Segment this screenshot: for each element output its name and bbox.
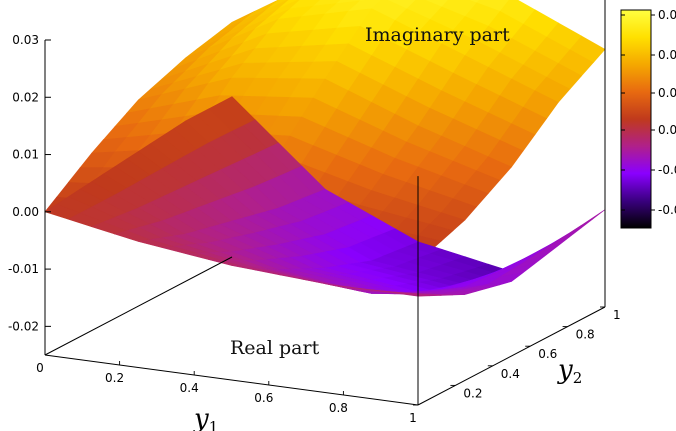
surface-real (44, 96, 606, 297)
label-imaginary-part: Imaginary part (365, 24, 510, 46)
z-tick-label: -0.02 (8, 319, 39, 333)
x-tick-label: 0.6 (254, 391, 273, 405)
z-tick-label: -0.01 (8, 262, 39, 276)
colorbar-tick-label: 0.0 (658, 8, 676, 22)
y-tick-label: 0.4 (501, 367, 520, 381)
y-tick-label: 0.8 (576, 328, 595, 342)
surfaces (44, 0, 606, 297)
colorbar-tick-label: -0.0 (658, 203, 676, 217)
z-tick-label: 0.00 (12, 205, 39, 219)
x-tick-label: 0.8 (329, 401, 348, 415)
label-real-part: Real part (230, 337, 320, 359)
y-tick-label: 1 (613, 308, 621, 322)
z-tick-label: 0.01 (12, 148, 39, 162)
z-tick-label: 0.02 (12, 90, 39, 104)
colorbar-tick-label: 0.0 (658, 86, 676, 100)
axis-frame (44, 0, 606, 406)
surface-facet (523, 245, 559, 263)
surface-facet (534, 236, 571, 256)
surface-facet (558, 218, 594, 241)
floor-back-edge (44, 256, 233, 356)
x-axis-line (44, 354, 419, 406)
colorbar-gradient (620, 9, 652, 229)
z-tick-label: 0.03 (12, 33, 39, 47)
colorbar: 0.0 0.0 0.0 0.0 -0.0 -0.0 (620, 8, 676, 229)
x-axis-title: y1 (193, 404, 218, 431)
y-axis-line (417, 306, 606, 406)
x-tick-label: 0.2 (105, 371, 124, 385)
floor-grid (44, 306, 605, 406)
y-axis-title: y2 (557, 355, 582, 387)
colorbar-tick-label: -0.0 (658, 163, 676, 177)
colorbar-tick-label: 0.0 (658, 48, 676, 62)
x-tick-label: 0.4 (180, 381, 199, 395)
colorbar-tick-label: 0.0 (658, 123, 676, 137)
tick-labels: 0.03 0.02 0.01 0.00 -0.01 -0.02 0 0.2 0.4 0.6 0.8 1… (8, 33, 621, 425)
x-tick-label: 0 (36, 361, 44, 375)
x-tick-label: 1 (409, 411, 417, 425)
surface-facet (394, 292, 430, 297)
y-tick-label: 0.2 (463, 386, 482, 400)
surface-facet (546, 227, 582, 249)
y-tick-label: 0.6 (538, 347, 557, 361)
